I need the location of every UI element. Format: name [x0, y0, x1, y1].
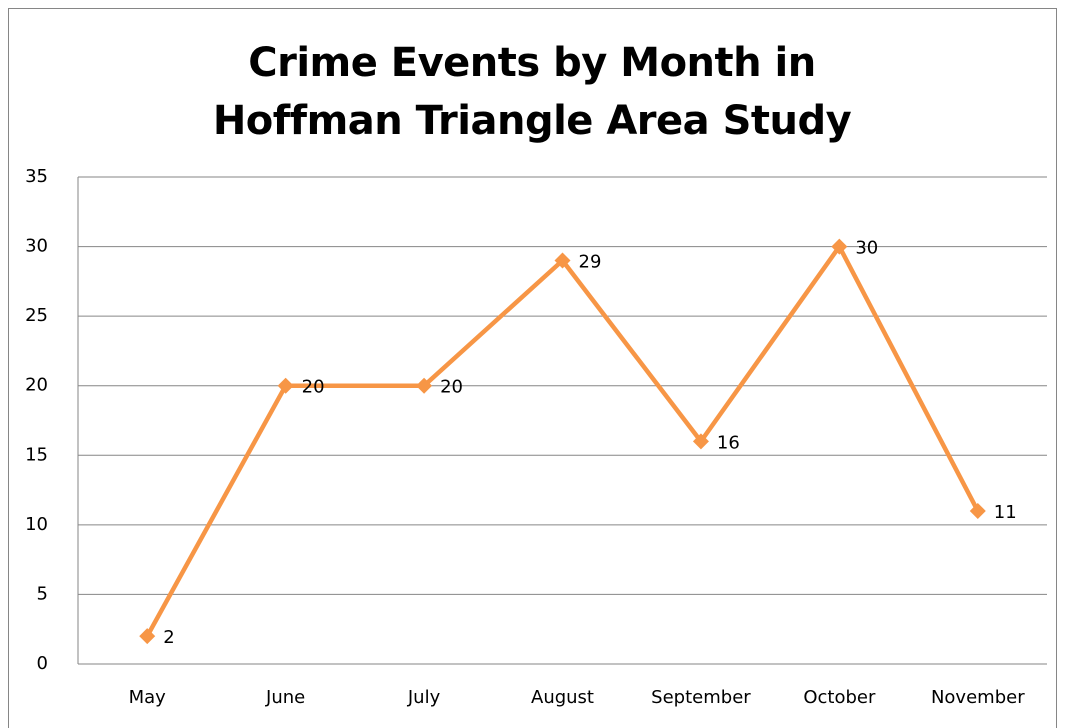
data-label: 16: [717, 432, 740, 453]
y-tick-label: 5: [37, 583, 48, 604]
data-label: 11: [994, 502, 1017, 523]
x-tick-label: June: [265, 687, 305, 708]
y-tick-label: 20: [25, 375, 48, 396]
x-tick-label: September: [651, 687, 751, 708]
data-label: 30: [855, 238, 878, 259]
x-tick-label: May: [129, 687, 167, 708]
marker: [277, 377, 294, 394]
data-label: 20: [440, 377, 463, 398]
chart-title: Crime Events by Month in Hoffman Triangl…: [212, 40, 852, 144]
y-tick-label: 25: [25, 305, 48, 326]
x-tick-label: November: [931, 687, 1025, 708]
x-tick-label: October: [803, 687, 876, 708]
marker: [969, 502, 986, 519]
x-tick-label: August: [531, 687, 594, 708]
marker: [139, 628, 156, 645]
chart-frame: [8, 8, 1057, 728]
y-tick-label: 10: [25, 514, 48, 535]
marker: [831, 238, 848, 255]
y-tick-label: 35: [25, 166, 48, 187]
y-tick-label: 30: [25, 236, 48, 257]
data-label: 20: [302, 377, 325, 398]
y-tick-label: 15: [25, 444, 48, 465]
y-tick-label: 0: [37, 653, 48, 674]
marker: [416, 377, 433, 394]
marker: [692, 433, 709, 450]
line-series: [145, 244, 980, 638]
x-tick-label: July: [407, 687, 441, 708]
marker: [554, 252, 571, 269]
data-label: 29: [579, 251, 602, 272]
data-label: 2: [163, 627, 174, 648]
